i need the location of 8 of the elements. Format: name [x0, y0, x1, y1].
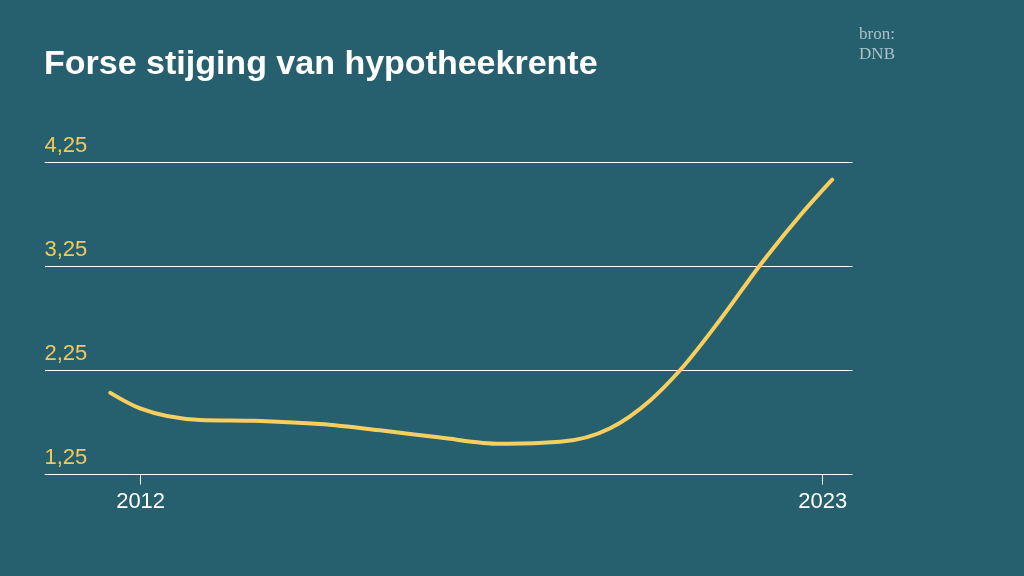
- y-tick-label: 2,25: [44, 339, 88, 365]
- chart-title: Forse stijging van hypotheekrente: [44, 43, 598, 81]
- y-tick-label: 1,25: [44, 443, 88, 469]
- x-tick-label: 2012: [116, 487, 166, 513]
- text: bron: DNB: [859, 24, 895, 63]
- x-tick-label: 2023: [798, 487, 848, 513]
- y-tick-label: 3,25: [44, 235, 88, 261]
- y-tick-label: 4,25: [44, 131, 88, 157]
